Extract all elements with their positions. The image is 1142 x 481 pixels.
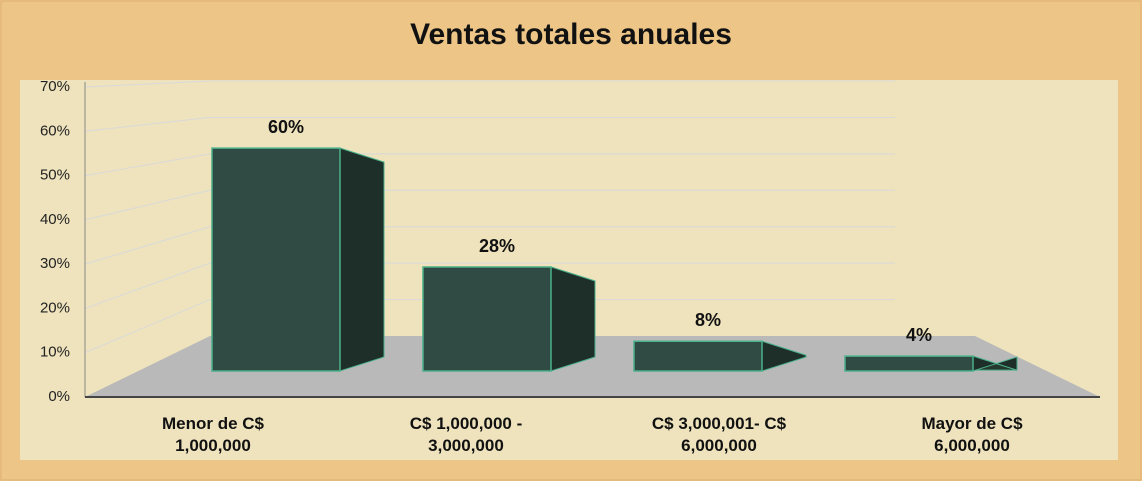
data-label: 4% [906,325,932,345]
bar [422,266,552,372]
y-tick-label: 0% [48,388,70,405]
grid-line [84,189,895,221]
y-tick-label: 30% [40,255,70,272]
grid-line [84,262,895,309]
grid-line [84,153,895,177]
y-tick-label: 70% [40,78,70,95]
bar [211,147,341,372]
bar-side [550,266,596,372]
y-tick-label: 20% [40,299,70,316]
grid-line [84,226,895,265]
grid-line [84,80,895,88]
y-tick-label: 50% [40,167,70,184]
bar [844,355,974,372]
x-tick-label: Menor de C$ 1,000,000 [161,414,265,455]
y-tick-label: 60% [40,122,70,139]
x-tick-label: C$ 1,000,000 - 3,000,000 [409,414,523,455]
chart-title: Ventas totales anuales [410,18,732,51]
bar [633,340,763,372]
plot-area [20,80,1118,460]
x-tick-label: C$ 3,000,001- C$ 6,000,000 [651,414,787,455]
x-tick-label: Mayor de C$ 6,000,000 [921,414,1023,455]
data-label: 28% [479,236,515,256]
grid-line [84,116,895,132]
data-label: 8% [695,310,721,330]
data-label: 60% [268,117,304,137]
y-tick-label: 40% [40,211,70,228]
bar-side [339,147,385,372]
grid-line [84,299,895,354]
y-tick-label: 10% [40,344,70,361]
